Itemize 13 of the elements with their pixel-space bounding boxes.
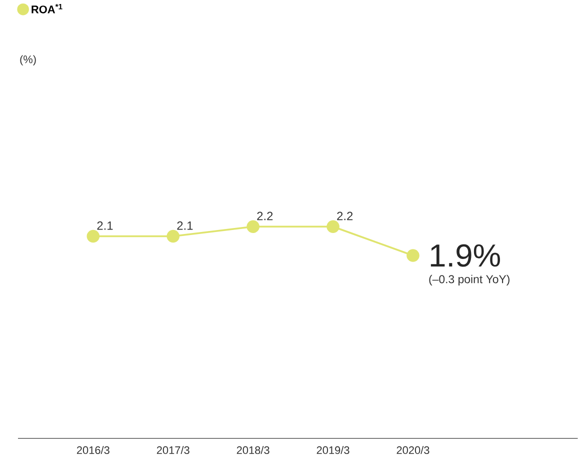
text: (–0.3 point YoY) <box>429 274 510 286</box>
data-label: 2.1 <box>97 221 113 230</box>
data-label: 1.9% <box>430 244 500 267</box>
x-tick-label: 2018/3 <box>236 446 270 454</box>
text: (%) <box>20 54 36 66</box>
x-tick-label: 2017/3 <box>156 446 190 454</box>
x-tick-label: 2016/3 <box>76 446 110 454</box>
x-tick-label: 2019/3 <box>316 446 350 454</box>
data-label: 2.2 <box>337 212 353 220</box>
data-label: 2.1 <box>177 221 193 230</box>
data-label: 2.2 <box>257 212 273 220</box>
x-tick-label: 2020/3 <box>396 446 430 454</box>
legend-label: ROA$^{*1}$ <box>32 4 62 14</box>
